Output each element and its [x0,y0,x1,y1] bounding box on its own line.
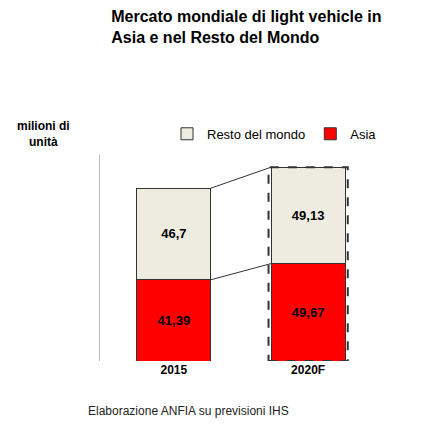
svg-text:2015: 2015 [161,363,188,377]
svg-text:49,13: 49,13 [292,208,325,223]
svg-text:milioni diunità: milioni diunità [17,119,70,149]
svg-text:41,39: 41,39 [158,313,191,328]
svg-text:49,67: 49,67 [292,305,325,320]
svg-text:46,7: 46,7 [161,226,186,241]
svg-text:Asia: Asia [350,127,376,142]
svg-text:2020F: 2020F [291,363,325,377]
svg-text:Resto del mondo: Resto del mondo [207,127,305,142]
svg-text:Mercato mondiale di light vehi: Mercato mondiale di light vehicle inAsia… [111,8,381,46]
svg-text:Elaborazione ANFIA su previsio: Elaborazione ANFIA su previsioni IHS [88,404,289,418]
